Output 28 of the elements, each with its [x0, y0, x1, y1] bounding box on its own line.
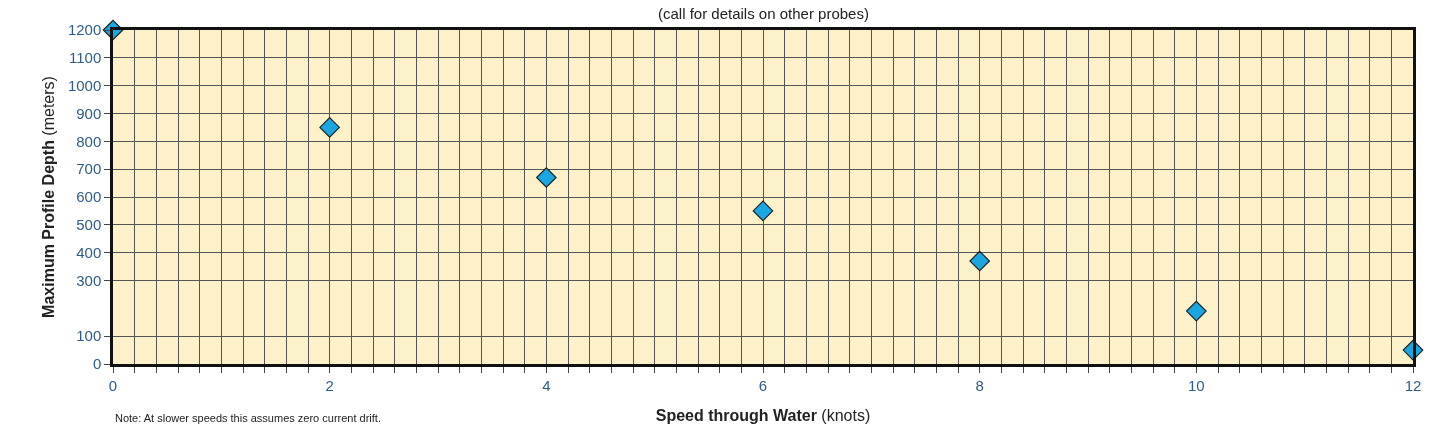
y-axis-title: Maximum Profile Depth (meters) — [39, 76, 57, 318]
y-tick-label: 500 — [76, 216, 102, 234]
y-tick-label: 100 — [76, 327, 102, 345]
y-tick-label: 400 — [76, 243, 102, 261]
y-tick-label: 300 — [76, 271, 102, 289]
x-tick-label: 8 — [975, 376, 984, 394]
point — [969, 250, 991, 272]
x-tick-label: 2 — [325, 376, 334, 394]
y-tick-label: 1200 — [67, 21, 102, 39]
x-tick-label: 6 — [758, 376, 768, 394]
y-tick-label: 600 — [76, 188, 102, 206]
x-tick-label: 0 — [108, 376, 118, 394]
chart-subtitle: (call for details on other probes) — [658, 5, 869, 22]
x-tick-label: 12 — [1404, 376, 1422, 394]
y-tick-label: 0 — [92, 355, 102, 373]
y-tick-label: 700 — [76, 160, 102, 178]
y-tick-label: 1000 — [67, 76, 102, 94]
y-tick-label: 1100 — [68, 49, 102, 67]
y-tick-label: 800 — [76, 132, 102, 150]
point — [319, 117, 341, 138]
point — [535, 167, 557, 188]
point — [752, 200, 774, 222]
y-tick-label: 900 — [76, 104, 102, 122]
x-tick-label: 4 — [542, 376, 551, 394]
x-axis-title: Speed through Water (knots) — [655, 407, 871, 425]
x-tick-label: 10 — [1187, 376, 1205, 394]
text: Note: At slower speeds this assumes zero current drift. — [115, 412, 381, 424]
point — [1185, 300, 1207, 322]
